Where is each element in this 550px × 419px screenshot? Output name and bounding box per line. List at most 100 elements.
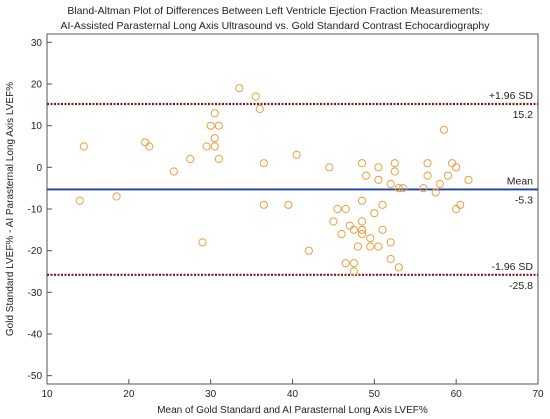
- data-point: [398, 184, 408, 193]
- data-point: [341, 259, 350, 268]
- data-point: [394, 184, 403, 193]
- data-point: [378, 225, 387, 234]
- data-points: [75, 84, 473, 276]
- data-point: [423, 171, 432, 180]
- y-axis-ticks: 30 20 10 0 -10 -20 -30 -40 -50: [28, 38, 52, 382]
- reference-line-value: 15.2: [513, 109, 534, 121]
- data-point: [443, 171, 453, 180]
- y-tick-label: -30: [28, 288, 43, 299]
- data-point: [452, 163, 461, 172]
- data-point: [374, 175, 383, 184]
- y-axis-label: Gold Standard LVEF% - AI Parasternal Lon…: [5, 82, 16, 336]
- data-point: [145, 142, 154, 151]
- y-tick-label: -10: [28, 205, 43, 216]
- data-point: [357, 196, 367, 205]
- reference-line-label: Mean: [507, 175, 533, 187]
- data-point: [431, 188, 440, 197]
- reference-line-label: -1.96 SD: [492, 261, 534, 273]
- data-point: [141, 138, 150, 147]
- y-tick-label: 30: [31, 38, 43, 49]
- data-point: [370, 209, 379, 218]
- y-tick-label: 20: [31, 80, 43, 91]
- data-point: [329, 217, 338, 226]
- y-tick-label: 10: [31, 121, 43, 132]
- reference-line-value: -5.3: [515, 194, 533, 206]
- data-point: [292, 150, 301, 159]
- plot-frame: [46, 33, 539, 385]
- data-point: [214, 121, 223, 130]
- data-point: [394, 263, 403, 272]
- x-tick-label: 50: [369, 389, 381, 400]
- data-point: [337, 229, 346, 239]
- data-point: [235, 84, 244, 93]
- x-axis-ticks: 10 20 30 40 50 60 70: [41, 379, 544, 400]
- x-tick-label: 20: [123, 389, 135, 400]
- data-point: [259, 159, 268, 168]
- data-point: [452, 204, 461, 214]
- data-point: [374, 163, 383, 172]
- x-axis-label: Mean of Gold Standard and AI Parasternal…: [157, 405, 428, 416]
- chart-title: Bland-Altman Plot of Differences Between…: [67, 5, 483, 17]
- data-point: [325, 163, 334, 172]
- data-point: [284, 200, 293, 209]
- data-point: [435, 179, 444, 189]
- data-point: [341, 204, 350, 214]
- data-point: [349, 225, 358, 234]
- reference-line-label: +1.96 SD: [489, 90, 533, 102]
- data-point: [112, 192, 121, 201]
- data-point: [366, 242, 375, 251]
- y-tick-label: -40: [28, 330, 43, 341]
- data-point: [345, 221, 354, 230]
- data-point: [251, 92, 260, 101]
- data-point: [349, 259, 358, 268]
- data-point: [353, 242, 363, 251]
- data-point: [349, 267, 358, 276]
- data-point: [386, 238, 395, 247]
- data-point: [333, 204, 342, 214]
- data-point: [210, 134, 219, 143]
- data-point: [386, 254, 395, 264]
- data-point: [79, 142, 88, 151]
- data-point: [456, 200, 465, 209]
- x-tick-label: 40: [287, 389, 299, 400]
- x-tick-label: 30: [205, 389, 217, 400]
- chart-subtitle: AI-Assisted Parasternal Long Axis Ultras…: [60, 20, 490, 32]
- data-point: [357, 229, 367, 239]
- chart-title-block: Bland-Altman Plot of Differences Between…: [0, 4, 550, 34]
- data-point: [419, 184, 428, 193]
- x-tick-label: 10: [41, 389, 53, 400]
- data-point: [255, 104, 264, 114]
- reference-lines: +1.96 SD 15.2 Mean -5.3 -1.96 SD -25.8: [47, 90, 538, 292]
- y-tick-label: -20: [28, 246, 43, 257]
- data-point: [366, 234, 375, 243]
- x-tick-label: 60: [451, 389, 463, 400]
- data-point: [357, 159, 367, 168]
- data-point: [386, 179, 395, 189]
- data-point: [210, 109, 219, 118]
- x-tick-label: 70: [532, 389, 544, 400]
- data-point: [374, 242, 383, 251]
- reference-line-value: -25.8: [509, 280, 533, 292]
- data-point: [210, 142, 219, 151]
- data-point: [447, 159, 457, 168]
- data-point: [206, 121, 215, 130]
- data-point: [214, 154, 223, 164]
- y-tick-label: -50: [28, 371, 43, 382]
- data-point: [304, 246, 313, 255]
- data-point: [357, 217, 367, 226]
- data-point: [169, 167, 178, 176]
- data-point: [75, 196, 84, 205]
- data-point: [378, 200, 387, 209]
- data-point: [198, 238, 207, 247]
- y-tick-label: 0: [36, 163, 42, 174]
- data-point: [202, 142, 211, 151]
- data-point: [357, 225, 367, 234]
- data-point: [439, 125, 448, 134]
- data-point: [186, 154, 195, 164]
- data-point: [423, 159, 432, 168]
- data-point: [362, 171, 371, 180]
- data-point: [464, 175, 473, 184]
- data-point: [259, 200, 268, 209]
- data-point: [390, 159, 399, 168]
